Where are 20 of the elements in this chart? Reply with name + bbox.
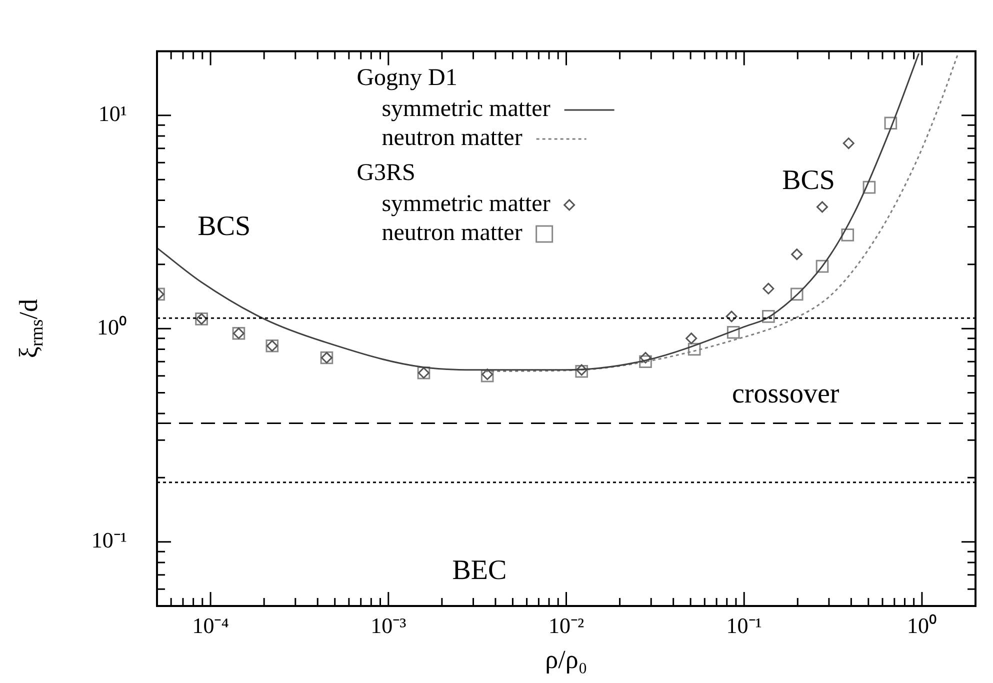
legend-label: symmetric matter bbox=[382, 191, 550, 218]
x-axis-title: ρ/ρ₀ bbox=[545, 644, 588, 674]
annotation: crossover bbox=[732, 378, 840, 410]
annotation: Gogny D1 bbox=[356, 65, 458, 92]
x-tick-label: 10⁰ bbox=[906, 612, 937, 638]
x-tick-label: 10⁻¹ bbox=[726, 612, 762, 638]
legend-label: symmetric matter bbox=[382, 96, 550, 122]
x-tick-label: 10⁻³ bbox=[370, 612, 407, 638]
y-tick-label: 10⁰ bbox=[97, 314, 127, 340]
y-tick-label: 10¹ bbox=[98, 101, 127, 126]
x-tick-label: 10⁻⁴ bbox=[192, 612, 230, 638]
y-axis-title: ξrms/d bbox=[14, 299, 47, 358]
annotation: BCS bbox=[198, 210, 251, 242]
legend-label: neutron matter bbox=[382, 125, 522, 152]
legend-label: neutron matter bbox=[382, 220, 522, 246]
y-tick-label: 10⁻¹ bbox=[91, 528, 127, 553]
annotation: BCS bbox=[782, 164, 835, 196]
annotation: BEC bbox=[452, 554, 507, 586]
x-tick-label: 10⁻² bbox=[548, 612, 584, 638]
annotation: G3RS bbox=[356, 160, 416, 186]
